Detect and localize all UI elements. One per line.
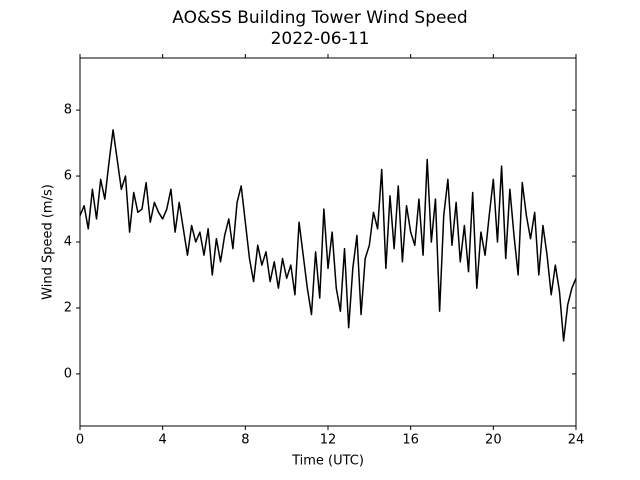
y-tick-label: 2	[64, 300, 72, 315]
y-tick-label: 6	[64, 169, 72, 184]
x-tick-label: 0	[76, 433, 84, 448]
y-tick-label: 8	[64, 103, 72, 118]
data-line	[79, 129, 577, 342]
x-tick-label: 20	[485, 433, 502, 448]
y-axis-label: Wind Speed (m/s)	[41, 184, 56, 300]
chart-title: AO&SS Building Tower Wind Speed	[172, 8, 467, 28]
x-tick-label: 8	[241, 433, 249, 448]
x-tick-label: 12	[320, 433, 337, 448]
x-tick-label: 24	[568, 433, 585, 448]
y-tick-label: 4	[64, 235, 72, 250]
plot-frame	[79, 57, 577, 427]
x-tick-label: 16	[402, 433, 419, 448]
x-tick-label: 4	[159, 433, 167, 448]
chart-subtitle: 2022-06-11	[271, 29, 370, 49]
x-axis-label: Time (UTC)	[291, 454, 364, 469]
y-tick-label: 0	[64, 366, 72, 381]
